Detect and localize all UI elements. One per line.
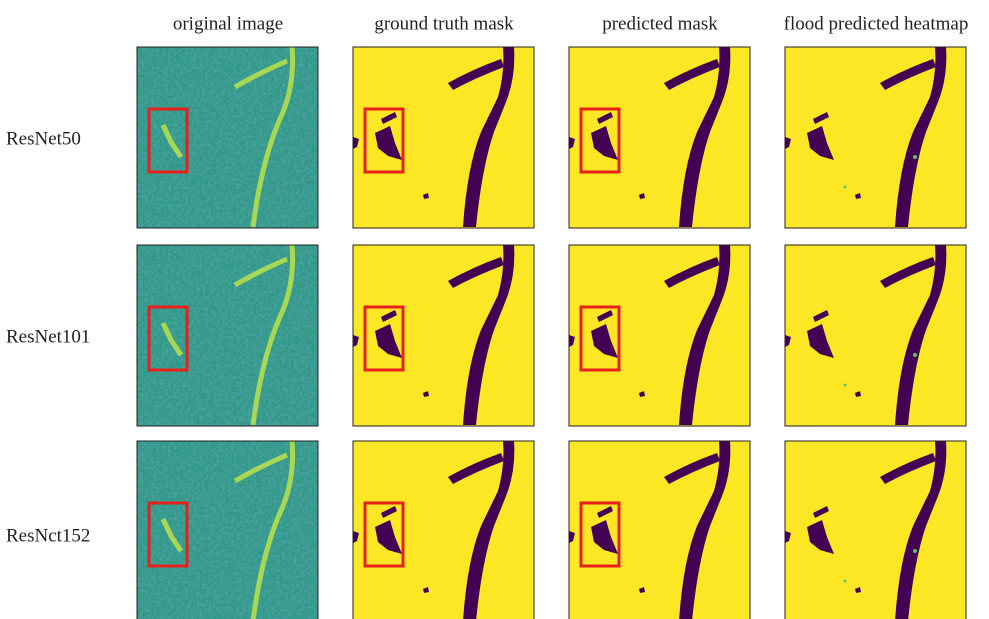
column-header: flood predicted heatmap (784, 13, 969, 34)
image (569, 245, 750, 426)
row-label: ResNet101 (6, 326, 90, 347)
panel-image (353, 441, 534, 619)
column-header: ground truth mask (374, 13, 514, 34)
column-header: original image (173, 13, 283, 34)
panel-image (353, 245, 534, 426)
column-headers: original image ground truth mask predict… (173, 13, 968, 34)
row-label: ResNct152 (6, 525, 90, 546)
figure: original image ground truth mask predict… (0, 0, 989, 619)
image-grid (137, 47, 966, 619)
image (785, 441, 966, 619)
panel-image (137, 245, 318, 426)
panel-image (353, 47, 534, 228)
image (137, 441, 318, 619)
panel-image (137, 47, 318, 228)
row-labels: ResNet50 ResNet101 ResNct152 (6, 128, 90, 546)
image (785, 47, 966, 228)
image (569, 47, 750, 228)
page: original image ground truth mask predict… (0, 0, 989, 619)
panel-image (785, 47, 966, 228)
image (353, 47, 534, 228)
image (137, 245, 318, 426)
panel-image (569, 47, 750, 228)
image (353, 245, 534, 426)
panel-image (137, 441, 318, 619)
panel-image (785, 245, 966, 426)
image (137, 47, 318, 228)
panel-image (569, 245, 750, 426)
image (353, 441, 534, 619)
panel-image (785, 441, 966, 619)
panel-image (569, 441, 750, 619)
image (569, 441, 750, 619)
image (785, 245, 966, 426)
column-header: predicted mask (602, 13, 718, 34)
row-label: ResNet50 (6, 128, 81, 149)
